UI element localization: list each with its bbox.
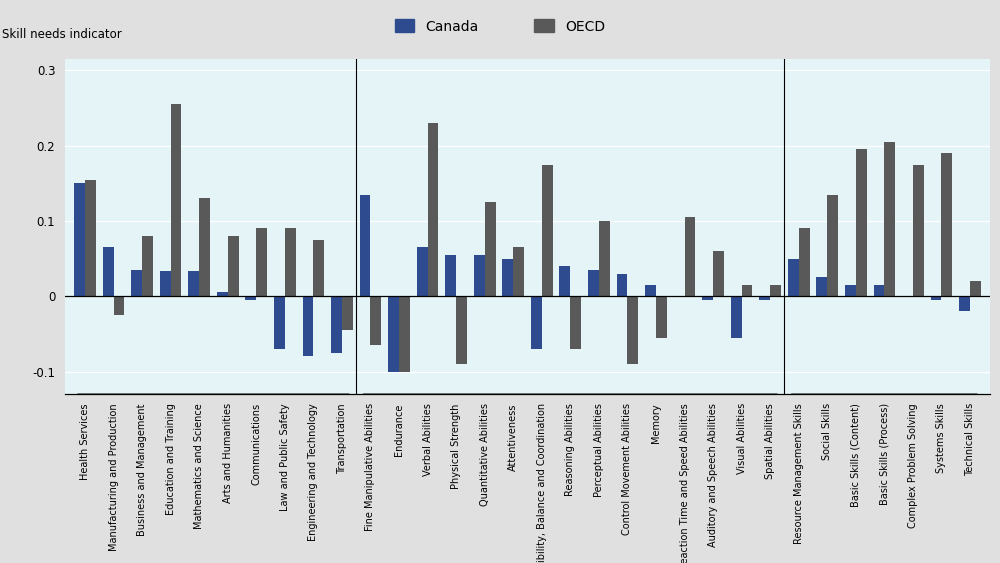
Bar [417, 247, 428, 296]
Bar [188, 271, 199, 296]
Bar [103, 247, 114, 296]
Bar [959, 296, 970, 311]
Bar [131, 270, 142, 296]
Bar [970, 281, 981, 296]
Bar [245, 296, 256, 300]
Bar [74, 184, 85, 296]
Bar [445, 255, 456, 296]
Bar [428, 123, 438, 296]
Bar [331, 296, 342, 352]
Bar [285, 229, 296, 296]
Bar [788, 258, 799, 296]
Bar [874, 285, 884, 296]
Bar [303, 296, 313, 356]
Bar [313, 240, 324, 296]
Bar [370, 296, 381, 345]
Bar [502, 258, 513, 296]
Text: Skill needs indicator: Skill needs indicator [2, 28, 122, 41]
Bar [388, 296, 399, 372]
Bar [342, 296, 353, 330]
Bar [513, 247, 524, 296]
Bar [913, 164, 924, 296]
Bar [559, 266, 570, 296]
Bar [799, 229, 810, 296]
Bar [816, 278, 827, 296]
Bar [827, 195, 838, 296]
Bar [770, 285, 781, 296]
Bar [85, 180, 96, 296]
Bar [627, 296, 638, 364]
Bar [171, 104, 181, 296]
Bar [456, 296, 467, 364]
Bar [731, 296, 742, 338]
Bar [656, 296, 667, 338]
Bar [645, 285, 656, 296]
Bar [160, 271, 171, 296]
Bar [685, 217, 695, 296]
Bar [931, 296, 941, 300]
Bar [199, 198, 210, 296]
Bar [485, 202, 496, 296]
Bar [588, 270, 599, 296]
Bar [256, 229, 267, 296]
Bar [856, 149, 867, 296]
Bar [399, 296, 410, 372]
Bar [474, 255, 485, 296]
Bar [217, 292, 228, 296]
Bar [617, 274, 627, 296]
Bar [274, 296, 285, 349]
Bar [713, 251, 724, 296]
Bar [114, 296, 124, 315]
Legend: Canada, OECD: Canada, OECD [395, 19, 605, 34]
Bar [542, 164, 553, 296]
Bar [884, 142, 895, 296]
Bar [599, 221, 610, 296]
Bar [759, 296, 770, 300]
Bar [702, 296, 713, 300]
Bar [941, 153, 952, 296]
Bar [531, 296, 542, 349]
Bar [360, 195, 370, 296]
Bar [742, 285, 752, 296]
Bar [142, 236, 153, 296]
Bar [228, 236, 239, 296]
Bar [845, 285, 856, 296]
Bar [570, 296, 581, 349]
